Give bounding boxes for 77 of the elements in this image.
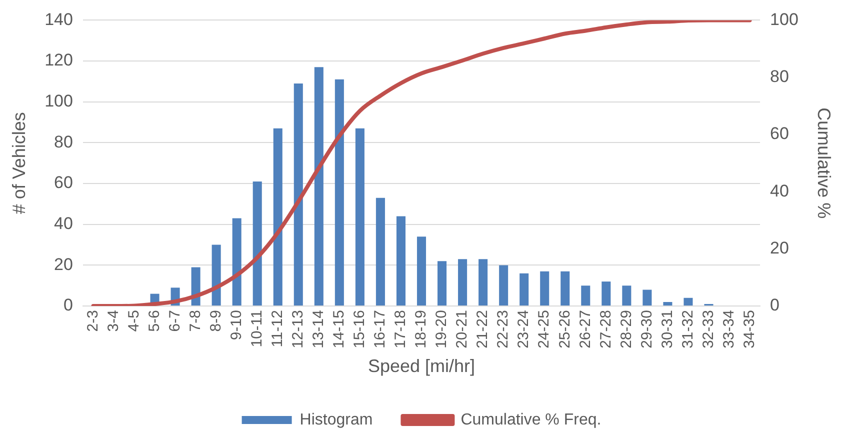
y2-tick-label: 80 (770, 67, 789, 86)
bar (602, 282, 611, 306)
x-tick-label: 23-24 (515, 310, 532, 348)
x-tick-label: 16-17 (372, 310, 389, 348)
x-tick-label: 11-12 (269, 310, 286, 348)
x-tick-label: 25-26 (556, 310, 574, 348)
bar (396, 216, 406, 306)
legend-label: Cumulative % Freq. (460, 411, 602, 428)
y-tick-label: 140 (44, 10, 73, 29)
bar (294, 83, 303, 306)
x-tick-label: 14-15 (330, 310, 348, 348)
bar (273, 128, 282, 306)
x-tick-label: 30-31 (658, 310, 676, 348)
y-tick-label: 80 (54, 132, 73, 152)
x-tick-label: 32-33 (700, 310, 717, 348)
bar (520, 273, 529, 306)
bar (478, 259, 488, 306)
x-tick-label: 2-3 (84, 310, 102, 332)
line-series (91, 20, 752, 306)
x-tick-label: 13-14 (310, 310, 328, 348)
x-tick-label: 34-35 (740, 310, 758, 348)
bar (232, 218, 242, 306)
y-tick-label: 20 (54, 254, 73, 274)
x-tick-label: 9-10 (228, 310, 245, 340)
x-tick-label: 22-23 (494, 310, 512, 348)
bar (314, 67, 324, 306)
x-tick-label: 8-9 (207, 310, 224, 332)
y-tick-label: 0 (63, 296, 73, 315)
x-tick-label: 31-32 (679, 310, 696, 348)
bar (684, 298, 693, 306)
bar (252, 181, 262, 306)
x-tick-label: 5-6 (146, 310, 163, 332)
y2-tick-label: 60 (770, 124, 789, 144)
bar (334, 79, 344, 306)
y2-tick-label: 20 (770, 238, 789, 258)
y2-tick-label: 40 (770, 181, 789, 200)
x-tick-label: 18-19 (412, 310, 430, 348)
y-axis-title: # of Vehicles (8, 112, 29, 214)
x-tick-label: 27-28 (597, 310, 614, 348)
x-tick-label: 26-27 (576, 310, 594, 348)
bar (499, 265, 508, 306)
bar (376, 198, 385, 306)
bar (416, 236, 426, 306)
x-tick-label: 6-7 (166, 310, 184, 332)
y-tick-label: 100 (44, 92, 73, 111)
y2-axis-title: Cumulative % (814, 108, 834, 219)
x-tick-label: 19-20 (433, 310, 450, 348)
x-tick-label: 7-8 (186, 310, 204, 332)
x-tick-label: 29-30 (638, 310, 656, 348)
x-tick-label: 10-11 (248, 310, 266, 348)
bar (355, 128, 364, 306)
bar (540, 271, 550, 306)
y-tick-label: 120 (44, 50, 73, 70)
x-tick-label: 15-16 (351, 310, 368, 348)
bar (642, 290, 652, 306)
x-tick-label: 4-5 (125, 310, 142, 332)
bar (622, 286, 632, 306)
legend-label: Histogram (300, 411, 373, 428)
bar (458, 259, 468, 306)
x-tick-label: 28-29 (618, 310, 635, 348)
x-tick-label: 3-4 (104, 310, 122, 332)
y2-tick-label: 100 (770, 10, 798, 29)
bar (581, 286, 590, 306)
bar (438, 261, 447, 306)
x-tick-label: 17-18 (392, 310, 410, 348)
x-tick-label: 24-25 (536, 310, 553, 348)
x-axis-title: Speed [mi/hr] (368, 356, 476, 376)
bar (212, 244, 221, 306)
y-tick-label: 40 (54, 214, 73, 234)
y-tick-label: 60 (54, 173, 73, 192)
y2-tick-label: 0 (770, 296, 780, 315)
x-tick-label: 12-13 (290, 310, 307, 348)
x-tick-label: 33-34 (720, 310, 738, 348)
x-tick-label: 20-21 (454, 310, 471, 348)
x-tick-label: 21-22 (474, 310, 492, 348)
bar (663, 302, 672, 306)
bar (560, 271, 570, 306)
